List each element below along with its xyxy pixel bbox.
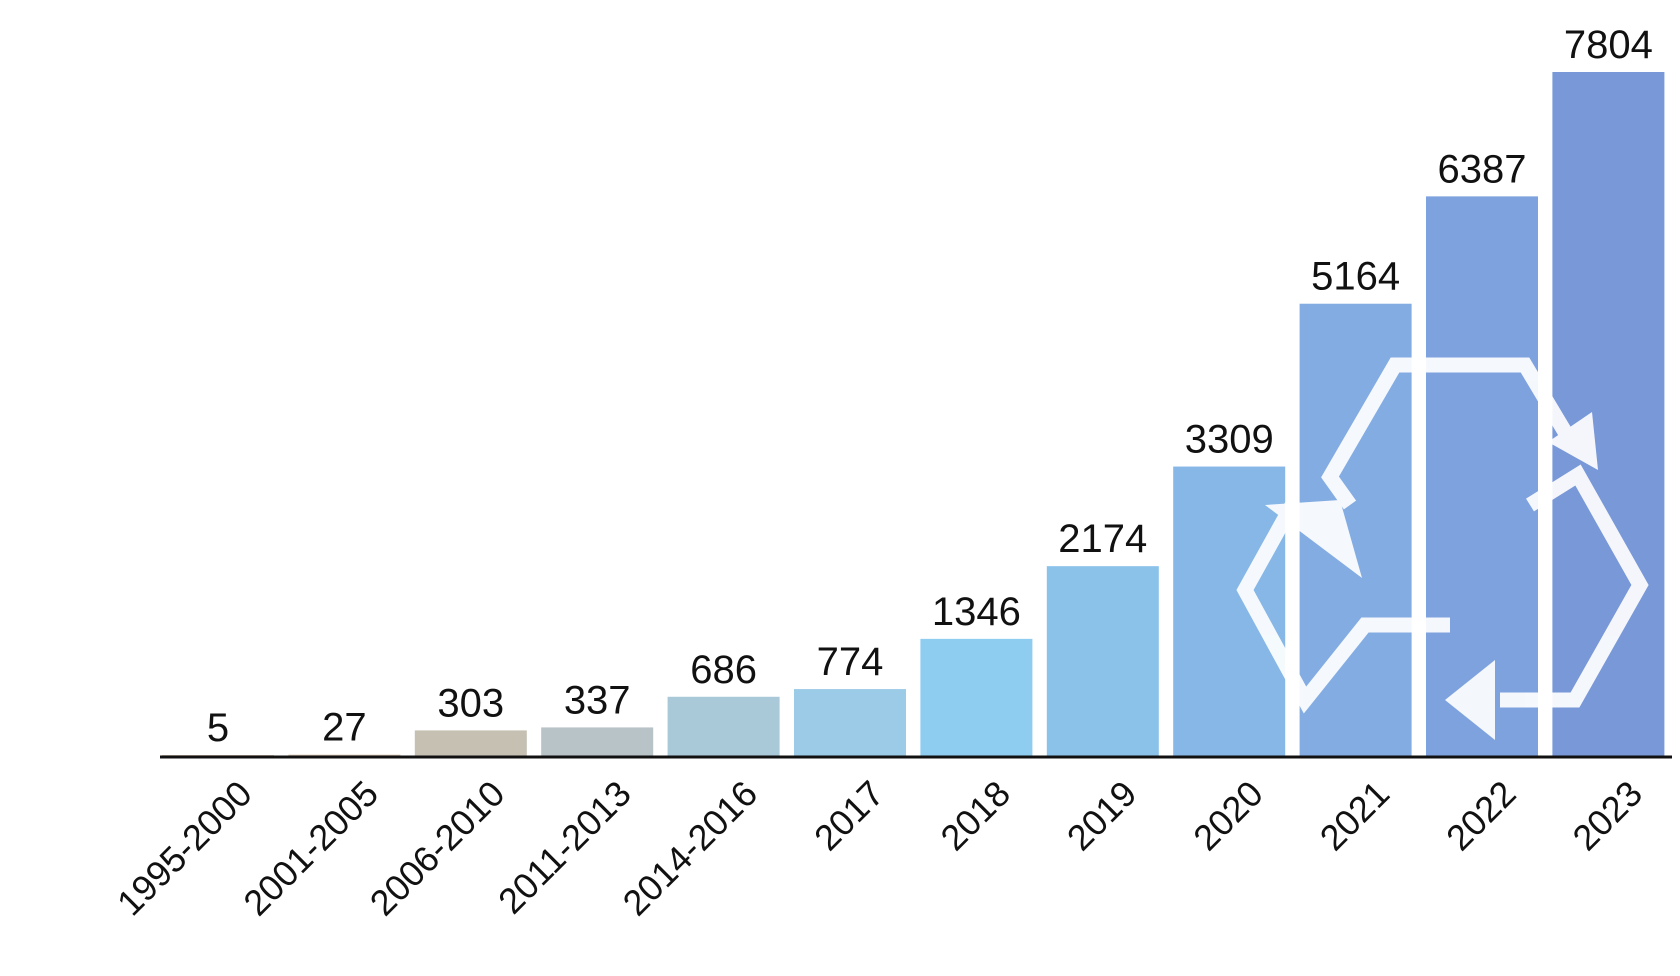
x-tick-label-2019: 2019 [1059,773,1145,859]
x-tick-label-2011-2013: 2011-2013 [490,773,639,922]
bar-2022 [1426,196,1538,758]
x-tick-label-2022: 2022 [1438,773,1524,859]
value-label-2019: 2174 [1058,517,1147,561]
bar-2014-2016 [667,696,780,757]
bar-2017 [794,689,906,757]
value-label-2011-2013: 337 [564,678,631,722]
value-label-2001-2005: 27 [322,706,367,750]
value-label-2014-2016: 686 [690,648,757,692]
x-tick-label-2017: 2017 [806,773,892,859]
x-tick-label-1995-2000: 1995-2000 [109,773,260,924]
bar-2019 [1046,566,1159,757]
x-tick-label-2018: 2018 [932,773,1018,859]
recycle-icon [1236,357,1649,740]
value-label-2021: 5164 [1311,255,1400,299]
bar-2011-2013 [541,727,654,757]
value-label-2017: 774 [817,640,884,684]
bars-group [162,72,1665,758]
value-label-2020: 3309 [1185,418,1274,462]
x-tick-label-2006-2010: 2006-2010 [362,773,513,924]
x-tick-label-2014-2016: 2014-2016 [615,773,766,924]
value-label-2018: 1346 [932,590,1021,634]
bar-2006-2010 [414,730,527,757]
x-tick-label-2021: 2021 [1312,773,1398,859]
value-label-1995-2000: 5 [207,706,229,750]
x-tick-labels-group: 1995-20002001-20052006-20102011-20132014… [109,773,1650,924]
value-label-2023: 7804 [1564,23,1653,67]
x-tick-label-2001-2005: 2001-2005 [235,773,386,924]
x-tick-label-2023: 2023 [1564,773,1650,859]
bar-2020 [1173,466,1286,757]
x-tick-label-2020: 2020 [1185,773,1271,859]
bar-2018 [920,638,1033,757]
value-label-2022: 6387 [1438,147,1527,191]
value-labels-group: 5 27 303 337 686 774 1346 2174 3309 5164 6387 7804 [207,23,1653,750]
value-label-2006-2010: 303 [437,681,504,725]
